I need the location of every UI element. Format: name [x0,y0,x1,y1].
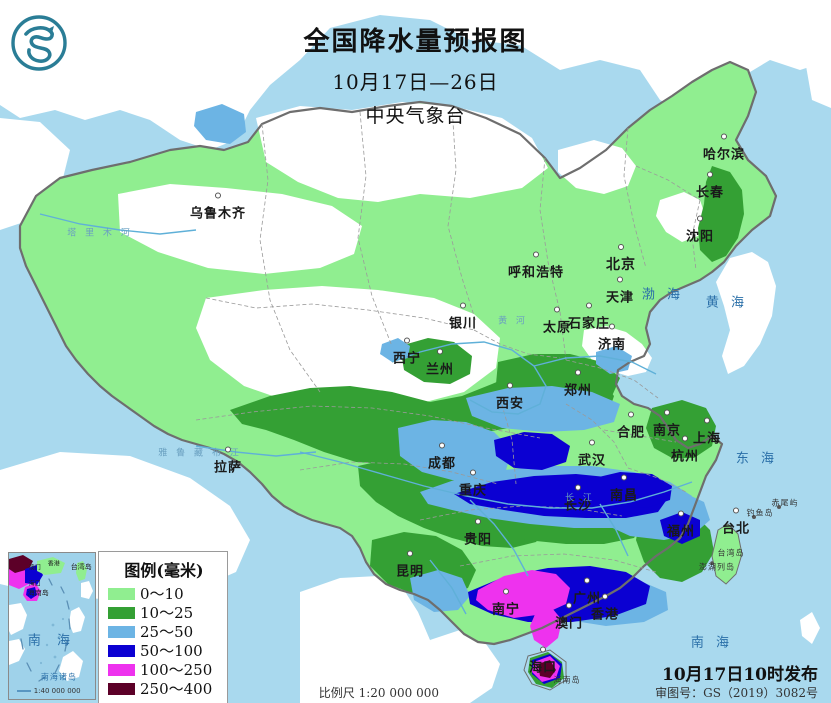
legend-label: 10～25 [140,604,194,622]
legend-item: 25～50 [108,622,220,641]
legend-rows: 0～10 10～25 25～50 50～100 100～250 250～400 [108,584,220,698]
legend-label: 0～10 [140,585,184,603]
legend-item: 0～10 [108,584,220,603]
taiwan-and-isles [710,505,781,585]
legend-title: 图例(毫米) [124,561,204,580]
legend-swatch [108,644,135,657]
legend-label: 25～50 [140,623,194,641]
legend-label: 100～250 [140,661,213,679]
issue-time: 10月17日10时发布 [662,665,818,685]
cma-dragon-logo [11,15,67,71]
legend-item: 50～100 [108,641,220,660]
legend-swatch [108,663,135,676]
south-china-sea-inset: 南 海 南海诸岛 1:40 000 000 澳门 香港 海口 海南岛 台湾岛 [8,552,96,700]
approval-number: 审图号：GS（2019）3082号 [655,686,818,700]
legend-item: 10～25 [108,603,220,622]
legend-label: 250～400 [140,680,213,698]
map-scale: 比例尺 1:20 000 000 [318,686,439,700]
rivers [39,213,693,615]
legend-swatch [108,682,135,695]
legend-swatch [108,606,135,619]
legend-panel: 图例(毫米) 0～10 10～25 25～50 50～100 100～250 250～40… [98,551,228,703]
national-border [18,60,778,646]
legend-label: 50～100 [140,642,203,660]
legend-swatch [108,587,135,600]
hainan-island [523,649,567,691]
legend-item: 250～400 [108,679,220,698]
legend-item: 100～250 [108,660,220,679]
inset-map-canvas [9,553,95,699]
legend-swatch [108,625,135,638]
precip-band-250-400 [538,660,556,678]
